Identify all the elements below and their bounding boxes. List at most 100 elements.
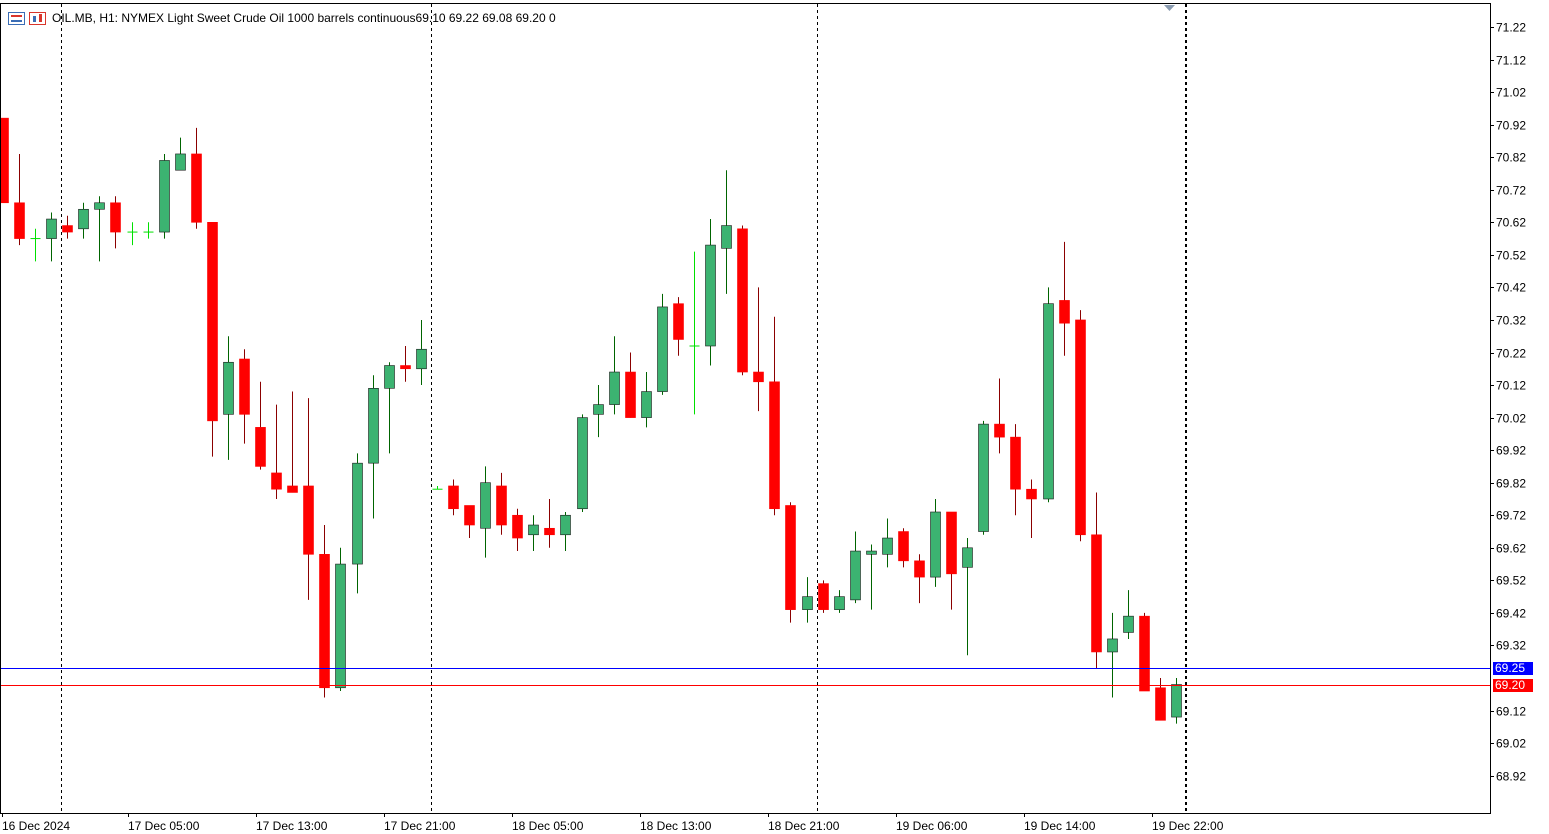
candle[interactable]	[223, 336, 234, 460]
candle[interactable]	[239, 349, 250, 444]
candle[interactable]	[30, 228, 41, 262]
time-axis[interactable]: 16 Dec 2024 17 Dec 05:00 17 Dec 13:00 17 De…	[2, 813, 1224, 833]
candle[interactable]	[962, 538, 973, 656]
candle[interactable]	[368, 375, 379, 519]
candle[interactable]	[496, 472, 507, 535]
candle[interactable]	[448, 479, 459, 516]
candle-body	[319, 554, 330, 689]
y-tick-label: 70.52	[1496, 249, 1526, 263]
candle[interactable]	[625, 352, 636, 418]
candle[interactable]	[769, 316, 780, 516]
candle-body	[368, 388, 379, 464]
candle-body	[352, 462, 363, 565]
candle[interactable]	[930, 498, 941, 587]
candle[interactable]	[737, 225, 748, 376]
candle[interactable]	[62, 215, 73, 239]
candle[interactable]	[432, 485, 443, 490]
candle[interactable]	[0, 117, 9, 204]
candle[interactable]	[560, 511, 571, 552]
candle[interactable]	[1043, 287, 1054, 503]
candle[interactable]	[882, 518, 893, 568]
candle[interactable]	[528, 515, 539, 552]
y-tick-label: 70.22	[1496, 347, 1526, 361]
candle[interactable]	[78, 202, 89, 239]
candle[interactable]	[689, 251, 700, 415]
candle-body	[303, 485, 314, 555]
symbol-list-icon[interactable]	[8, 11, 25, 25]
candle-body	[1155, 687, 1166, 721]
candle[interactable]	[46, 212, 57, 262]
candle[interactable]	[1059, 241, 1070, 356]
candle[interactable]	[978, 420, 989, 535]
candle[interactable]	[14, 153, 25, 246]
candle[interactable]	[384, 362, 395, 454]
candle[interactable]	[994, 378, 1005, 454]
candle[interactable]	[593, 385, 604, 438]
chart-properties-icon[interactable]	[29, 11, 46, 25]
candle[interactable]	[705, 219, 716, 366]
candle[interactable]	[159, 153, 170, 239]
candle-body	[673, 303, 684, 340]
candle[interactable]	[110, 196, 121, 249]
y-tick-label: 69.42	[1496, 607, 1526, 621]
candle[interactable]	[609, 336, 620, 415]
candle[interactable]	[191, 127, 202, 229]
candle[interactable]	[303, 398, 314, 600]
candle[interactable]	[143, 222, 154, 239]
candle[interactable]	[721, 170, 732, 294]
candle[interactable]	[657, 293, 668, 395]
y-tick-label: 69.92	[1496, 444, 1526, 458]
candle[interactable]	[850, 531, 861, 604]
candle[interactable]	[946, 511, 957, 610]
candle[interactable]	[352, 453, 363, 594]
candle[interactable]	[1171, 678, 1182, 724]
candle[interactable]	[94, 196, 105, 262]
candle[interactable]	[818, 580, 829, 613]
candle[interactable]	[464, 505, 475, 539]
y-tick-label: 70.02	[1496, 412, 1526, 426]
candle[interactable]	[753, 287, 764, 412]
candle[interactable]	[271, 404, 282, 499]
candle[interactable]	[400, 345, 411, 382]
candle[interactable]	[641, 372, 652, 428]
candle[interactable]	[785, 502, 796, 623]
candle[interactable]	[1075, 310, 1086, 542]
candle-body	[625, 371, 636, 418]
candle-body	[239, 358, 250, 415]
price-axis[interactable]: 71.22 71.12 71.02 70.92 70.82 70.72 70.62 70.52…	[1490, 21, 1526, 784]
x-tick-label: 19 Dec 14:00	[1024, 819, 1096, 833]
candle[interactable]	[577, 414, 588, 512]
candle[interactable]	[1123, 590, 1134, 639]
candle[interactable]	[207, 222, 218, 457]
x-tick-label: 18 Dec 21:00	[768, 819, 840, 833]
candle[interactable]	[673, 297, 684, 356]
candle[interactable]	[1026, 479, 1037, 539]
candle[interactable]	[544, 498, 555, 548]
candle[interactable]	[175, 137, 186, 171]
candle[interactable]	[255, 381, 266, 470]
candle-body	[834, 596, 845, 610]
candle[interactable]	[1091, 492, 1102, 669]
y-tick-label: 70.72	[1496, 184, 1526, 198]
candle-body	[416, 348, 427, 370]
candle[interactable]	[480, 466, 491, 558]
candle-body	[46, 218, 57, 239]
candle[interactable]	[834, 590, 845, 613]
candle[interactable]	[335, 547, 346, 692]
candle[interactable]	[512, 508, 523, 552]
candle[interactable]	[416, 319, 427, 386]
candle[interactable]	[1010, 424, 1021, 516]
candle-body	[175, 153, 186, 171]
y-tick-label: 69.52	[1496, 574, 1526, 588]
candle[interactable]	[287, 391, 298, 493]
candle[interactable]	[866, 544, 877, 610]
candle[interactable]	[1139, 612, 1150, 692]
candle[interactable]	[1107, 612, 1118, 698]
candle[interactable]	[802, 577, 813, 623]
shift-marker-icon[interactable]	[1164, 5, 1175, 11]
candle[interactable]	[127, 222, 138, 246]
candle[interactable]	[898, 528, 909, 568]
candle[interactable]	[914, 554, 925, 604]
